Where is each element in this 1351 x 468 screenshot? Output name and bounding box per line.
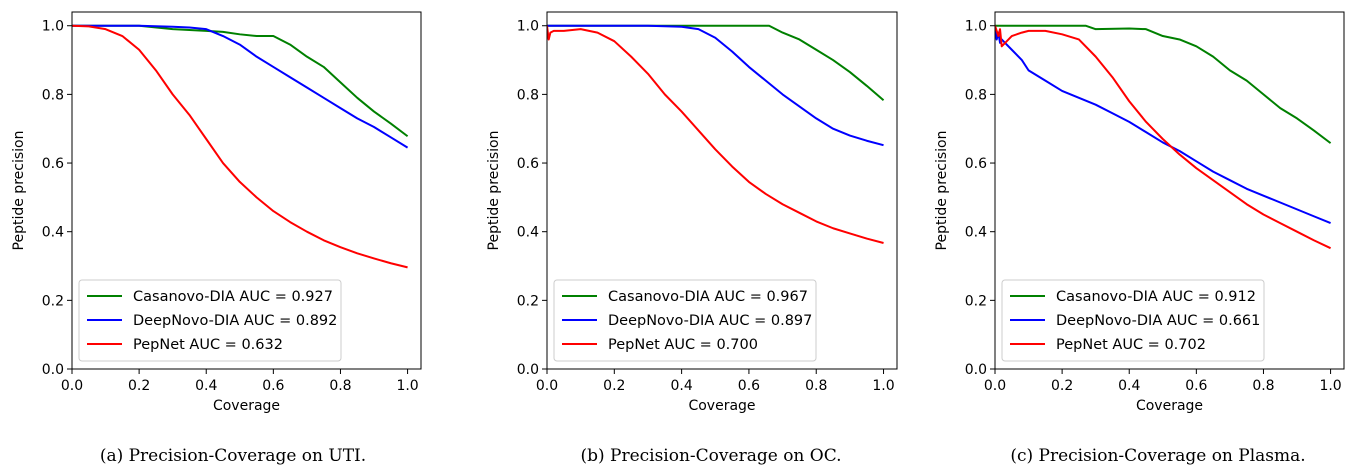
x-axis-label: Coverage [1136,398,1203,414]
y-tick-label: 0.0 [42,362,64,378]
x-tick-label: 0.6 [738,378,760,394]
series-line-1 [995,26,1331,143]
x-tick-label: 0.4 [670,378,692,394]
chart-panel-1: 0.0 0.2 0.4 0.6 0.8 1.0 0.0 0.2 0.4 0.6 0.8 1.0 Cove… [11,12,421,466]
legend-label: DeepNovo-DIA AUC = 0.661 [1056,313,1260,329]
series-line-3 [547,26,884,243]
x-tick-label: 0.2 [128,378,150,394]
y-tick-label: 0.6 [965,156,987,172]
legend-label: PepNet AUC = 0.702 [1056,337,1206,353]
legend-label: PepNet AUC = 0.700 [608,337,758,353]
y-tick-label: 0.0 [517,362,539,378]
y-tick-label: 0.2 [965,293,987,309]
y-tick-label: 0.0 [965,362,987,378]
x-tick-label: 0.4 [195,378,217,394]
y-tick-label: 0.6 [517,156,539,172]
y-tick-label: 0.2 [42,293,64,309]
y-tick-label: 0.8 [517,87,539,103]
x-tick-label: 0.6 [262,378,284,394]
figure-caption: (b) Precision-Coverage on OC. [580,446,841,466]
legend-label: Casanovo-DIA AUC = 0.927 [133,289,333,305]
y-tick-label: 1.0 [517,19,539,35]
series-group [995,26,1331,248]
legend: Casanovo-DIA AUC = 0.927 DeepNovo-DIA AUC… [79,280,341,361]
series-line-2 [547,26,884,145]
x-tick-label: 0.4 [1118,378,1140,394]
series-group [72,26,408,268]
x-tick-label: 1.0 [396,378,418,394]
x-tick-label: 0.0 [61,378,83,394]
x-tick-label: 0.2 [603,378,625,394]
series-line-2 [995,26,1331,223]
series-line-1 [72,26,408,137]
legend-label: PepNet AUC = 0.632 [133,337,283,353]
x-axis-label: Coverage [688,398,755,414]
x-axis-label: Coverage [213,398,280,414]
legend-label: Casanovo-DIA AUC = 0.912 [1056,289,1256,305]
x-tick-label: 0.2 [1051,378,1073,394]
y-axis-label: Peptide precision [11,131,27,251]
series-group [547,26,884,243]
y-tick-label: 1.0 [965,19,987,35]
x-tick-label: 0.8 [805,378,827,394]
y-tick-label: 0.4 [965,225,987,241]
x-tick-label: 0.0 [984,378,1006,394]
y-tick-label: 0.2 [517,293,539,309]
y-tick-label: 0.6 [42,156,64,172]
y-tick-label: 0.4 [42,225,64,241]
y-tick-label: 0.8 [965,87,987,103]
legend-label: DeepNovo-DIA AUC = 0.892 [133,313,337,329]
series-line-3 [72,26,408,268]
y-tick-label: 0.4 [517,225,539,241]
x-tick-label: 0.6 [1185,378,1207,394]
x-tick-label: 0.0 [536,378,558,394]
figure-caption: (a) Precision-Coverage on UTI. [100,446,366,466]
x-tick-label: 0.8 [1252,378,1274,394]
y-tick-label: 1.0 [42,19,64,35]
y-axis-label: Peptide precision [486,131,502,251]
legend: Casanovo-DIA AUC = 0.912 DeepNovo-DIA AUC… [1002,280,1264,361]
x-tick-label: 1.0 [872,378,894,394]
figure-caption: (c) Precision-Coverage on Plasma. [1010,446,1305,466]
y-tick-label: 0.8 [42,87,64,103]
series-line-3 [995,26,1331,248]
legend-label: Casanovo-DIA AUC = 0.967 [608,289,808,305]
x-tick-label: 0.8 [329,378,351,394]
y-axis-label: Peptide precision [934,131,950,251]
chart-panel-2: 0.0 0.2 0.4 0.6 0.8 1.0 0.0 0.2 0.4 0.6 0.8 1.0 Cove… [486,12,897,466]
legend-label: DeepNovo-DIA AUC = 0.897 [608,313,812,329]
legend: Casanovo-DIA AUC = 0.967 DeepNovo-DIA AUC… [554,280,816,361]
x-tick-label: 1.0 [1319,378,1341,394]
series-line-2 [72,26,408,148]
chart-panel-3: 0.0 0.2 0.4 0.6 0.8 1.0 0.0 0.2 0.4 0.6 0.8 1.0 Cove… [934,12,1344,466]
